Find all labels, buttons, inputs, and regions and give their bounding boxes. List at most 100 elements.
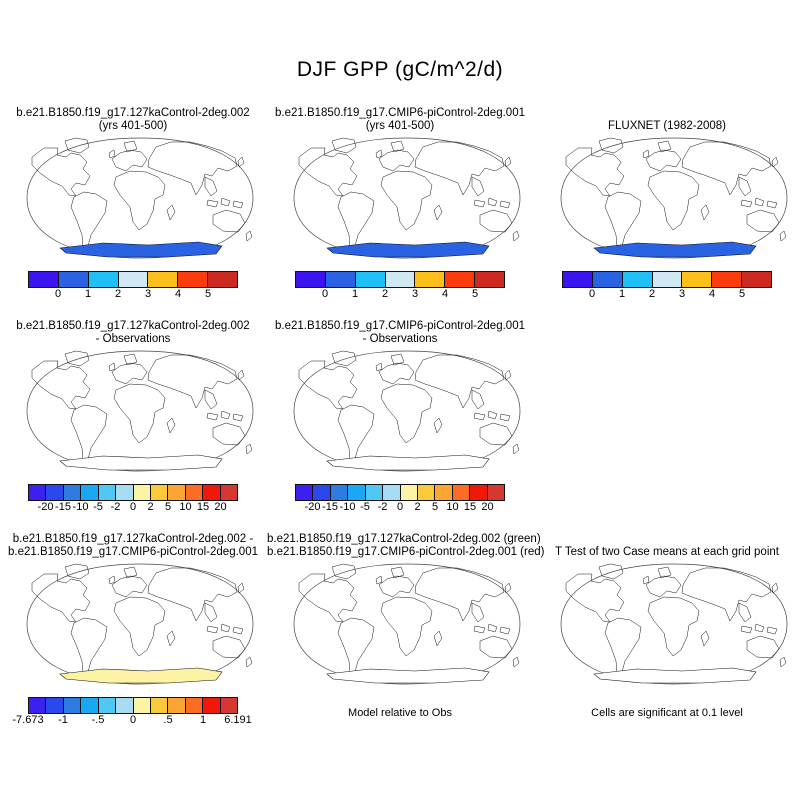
colorbar-segment (150, 698, 169, 713)
world-map-svg (293, 563, 521, 685)
panel-title-line1: b.e21.B1850.f19_g17.127kaControl-2deg.00… (267, 533, 541, 545)
world-map (275, 348, 525, 478)
colorbar-tick-label: 6.191 (224, 714, 252, 726)
colorbar-segment (365, 485, 384, 500)
panel-title-line1: b.e21.B1850.f19_g17.CMIP6-piControl-2deg… (275, 107, 525, 119)
colorbar-tick-label: 4 (441, 288, 449, 300)
world-map (542, 135, 792, 265)
world-map (8, 561, 258, 691)
colorbar-segment (313, 485, 331, 500)
colorbar-segment (417, 485, 436, 500)
colorbar-segment (487, 485, 505, 500)
colorbar-segment (168, 485, 186, 500)
world-map-svg (293, 350, 521, 472)
colorbar-segment (81, 485, 99, 500)
colorbar-segment (150, 485, 169, 500)
colorbar-tick-label: -2 (377, 501, 388, 513)
colorbar-segment (330, 485, 349, 500)
colorbar-segment (63, 485, 82, 500)
panel-title-line2: (yrs 401-500) (365, 120, 435, 132)
colorbar-tick-label: 2 (381, 288, 389, 300)
colorbar-tick-label: -2 (110, 501, 121, 513)
panel-title-line2: - Observations (95, 333, 171, 345)
colorbar-segment (452, 485, 471, 500)
colorbar-segment (355, 272, 386, 287)
colorbar-segment (46, 698, 64, 713)
colorbar-tick-label: 10 (179, 501, 192, 513)
panel-model1-minus-model2: b.e21.B1850.f19_g17.127kaControl-2deg.00… (0, 531, 266, 745)
colorbar-segment (178, 272, 209, 287)
colorbar-tick-label: 1 (84, 288, 92, 300)
colorbar-tick-label: -20 (304, 501, 321, 513)
colorbar-tick-label: 2 (648, 288, 656, 300)
colorbar-segment (712, 272, 743, 287)
panel-title: b.e21.B1850.f19_g17.127kaControl-2deg.00… (267, 531, 545, 559)
colorbar-segment (58, 272, 89, 287)
colorbar-segment (148, 272, 179, 287)
panel-title-line2: b.e21.B1850.f19_g17.CMIP6-piControl-2deg… (8, 546, 258, 558)
world-map-svg (26, 350, 254, 472)
colorbar-segment (81, 698, 99, 713)
panel-title-line2: b.e21.B1850.f19_g17.CMIP6-piControl-2deg… (267, 546, 545, 558)
world-map (275, 561, 525, 691)
colorbar: 0 1 2 3 4 5 (28, 271, 238, 303)
colorbar-tick-label: -1 (58, 714, 68, 726)
colorbar-strip (28, 271, 238, 288)
colorbar-segment (622, 272, 653, 287)
colorbar-segment (415, 272, 446, 287)
panel-title: b.e21.B1850.f19_g17.CMIP6-piControl-2deg… (267, 105, 533, 133)
colorbar-tick-label: 1 (351, 288, 359, 300)
colorbar-segment (116, 698, 134, 713)
panel-title-line1: b.e21.B1850.f19_g17.CMIP6-piControl-2deg… (275, 320, 525, 332)
colorbar-tick-label: -5 (360, 501, 370, 513)
colorbar-segment (220, 698, 238, 713)
colorbar-strip (28, 484, 238, 501)
panel-title-line1: b.e21.B1850.f19_g17.127kaControl-2deg.00… (12, 533, 254, 545)
colorbar-tick-label: 3 (678, 288, 686, 300)
colorbar-segment (203, 698, 221, 713)
panel-title-line2: - Observations (362, 333, 438, 345)
colorbar-tick-label: 20 (214, 501, 227, 513)
colorbar-segment (385, 272, 416, 287)
colorbar-tick-label: -20 (37, 501, 54, 513)
colorbar: 0 1 2 3 4 5 (295, 271, 505, 303)
colorbar-tick-label: -.5 (91, 714, 105, 726)
colorbar-tick-label: 5 (204, 288, 212, 300)
colorbar-segment (296, 485, 314, 500)
colorbar-segment (652, 272, 683, 287)
colorbar-segment (88, 272, 119, 287)
colorbar-tick-label: -15 (55, 501, 71, 513)
colorbar-tick-label: .5 (163, 714, 173, 726)
panel-title-line2: (yrs 401-500) (98, 120, 168, 132)
panel-title: b.e21.B1850.f19_g17.127kaControl-2deg.00… (0, 318, 266, 346)
panel-model1-gpp: b.e21.B1850.f19_g17.127kaControl-2deg.00… (0, 105, 266, 319)
colorbar-tick-label: 2 (414, 501, 421, 513)
colorbar-segment (133, 698, 151, 713)
colorbar-tick-label: 3 (144, 288, 152, 300)
colorbar-tick-label: 0 (321, 288, 329, 300)
colorbar-tick-label: 5 (738, 288, 746, 300)
panel-model2-minus-obs: b.e21.B1850.f19_g17.CMIP6-piControl-2deg… (267, 318, 533, 532)
world-map-svg (560, 563, 788, 685)
panel-model2-gpp: b.e21.B1850.f19_g17.CMIP6-piControl-2deg… (267, 105, 533, 319)
colorbar-segment (63, 698, 82, 713)
world-map-svg (293, 137, 521, 259)
panel-title-line1: b.e21.B1850.f19_g17.127kaControl-2deg.00… (16, 320, 250, 332)
colorbar-tick-label: -15 (322, 501, 338, 513)
panel-title: b.e21.B1850.f19_g17.127kaControl-2deg.00… (0, 105, 266, 133)
colorbar: -20 -15 -10 -5 -2 0 2 5 10 15 20 (295, 484, 505, 516)
panel-title-line1: b.e21.B1850.f19_g17.127kaControl-2deg.00… (16, 107, 250, 119)
colorbar-segment (470, 485, 488, 500)
colorbar-segment (203, 485, 221, 500)
colorbar-segment (98, 485, 117, 500)
colorbar-segment (383, 485, 401, 500)
colorbar-strip (28, 697, 238, 714)
colorbar-tick-label: -5 (93, 501, 103, 513)
world-map (542, 561, 792, 691)
colorbar-tick-label: 15 (463, 501, 477, 513)
colorbar-segment (435, 485, 453, 500)
colorbar-segment (133, 485, 151, 500)
colorbar-tick-label: 5 (431, 501, 439, 513)
colorbar: -20 -15 -10 -5 -2 0 2 5 10 15 20 (28, 484, 238, 516)
